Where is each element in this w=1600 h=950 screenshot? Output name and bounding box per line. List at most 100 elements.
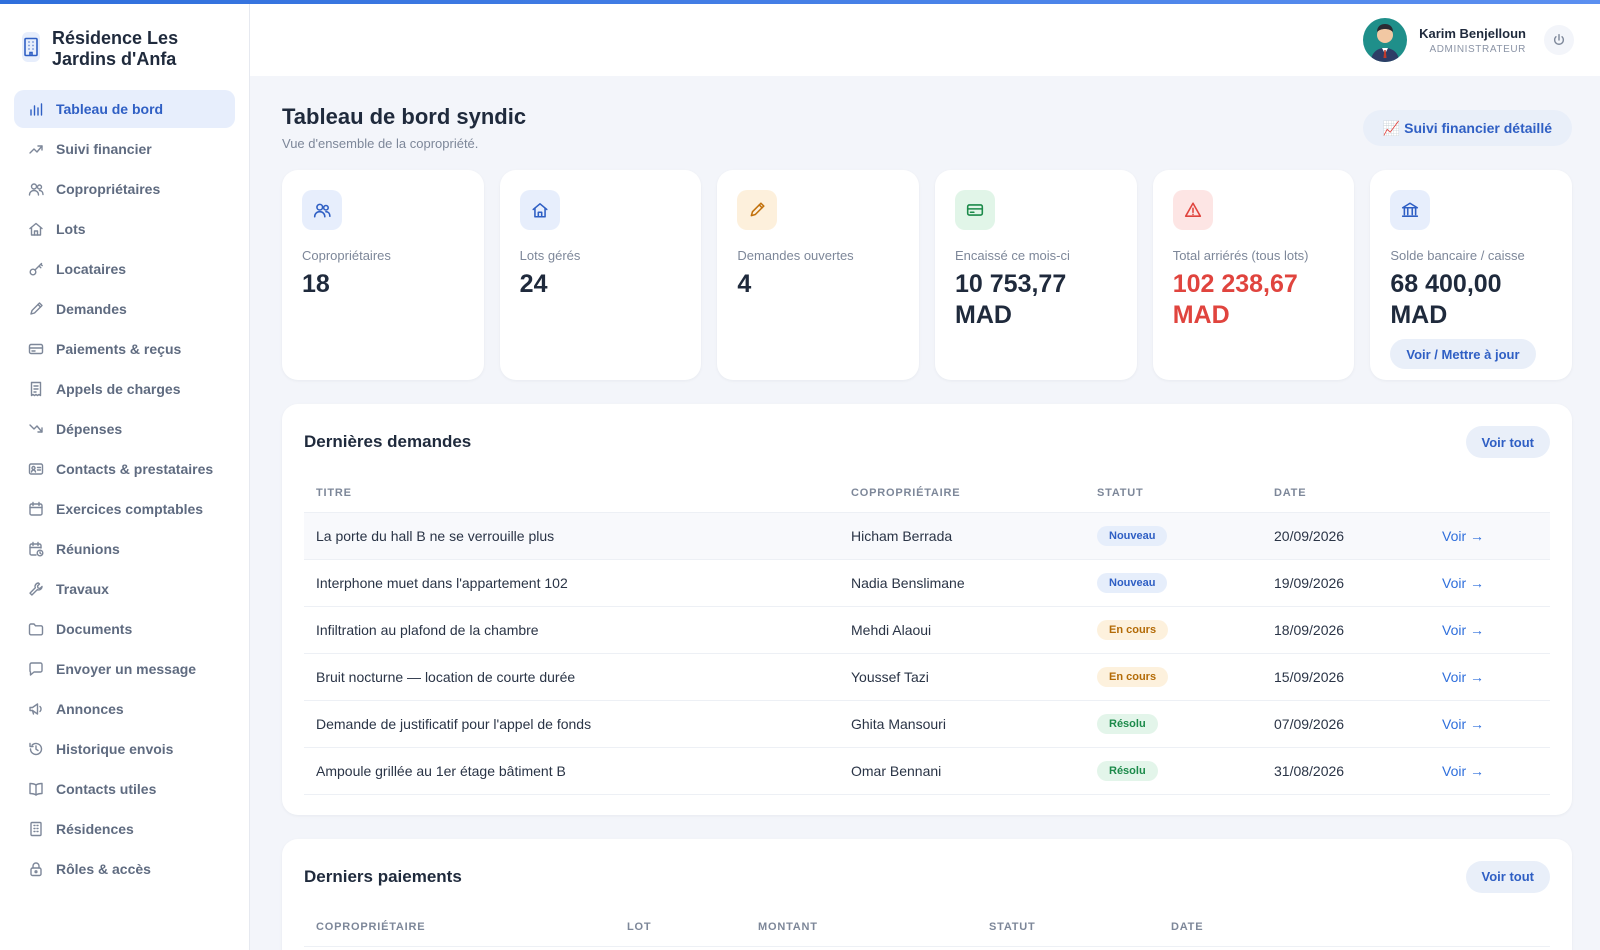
view-request-link[interactable]: Voir → xyxy=(1442,527,1485,544)
sidebar-item-building[interactable]: Résidences xyxy=(14,810,235,848)
request-title: Interphone muet dans l'appartement 102 xyxy=(304,559,839,607)
top-header: Karim Benjelloun ADMINISTRATEUR xyxy=(250,4,1600,76)
sidebar-item-calendar-clock[interactable]: Réunions xyxy=(14,530,235,568)
credit-card-icon xyxy=(966,204,984,216)
book-icon xyxy=(29,782,43,796)
building-icon xyxy=(30,821,42,837)
stat-value: 10 753,77 MAD xyxy=(955,270,1067,329)
user-menu[interactable]: Karim Benjelloun ADMINISTRATEUR xyxy=(1363,18,1574,62)
stats-row: Copropriétaires 18 Lots gérés 24 Demandes ou… xyxy=(282,170,1573,380)
sidebar-item-folder[interactable]: Documents xyxy=(14,610,235,648)
receipt-icon xyxy=(30,381,42,397)
page-title: Tableau de bord syndic xyxy=(282,104,527,129)
logout-button[interactable] xyxy=(1544,25,1574,55)
sidebar-item-home[interactable]: Lots xyxy=(14,210,235,248)
sidebar-item-users[interactable]: Copropriétaires xyxy=(14,170,235,208)
sidebar-item-receipt[interactable]: Appels de charges xyxy=(14,370,235,408)
credit-card-icon xyxy=(28,343,44,355)
view-request-link[interactable]: Voir → xyxy=(1442,574,1485,591)
request-date: 20/09/2026 xyxy=(1262,512,1430,560)
sidebar-item-label: Travaux xyxy=(56,581,109,597)
users-icon xyxy=(313,203,331,218)
sidebar-item-lock[interactable]: Rôles & accès xyxy=(14,850,235,888)
update-balance-button[interactable]: Voir / Mettre à jour xyxy=(1390,339,1536,369)
requests-table: TITRE COPROPRIÉTAIRE STATUT DATE La port… xyxy=(304,474,1550,795)
sidebar-item-trending-down[interactable]: Dépenses xyxy=(14,410,235,448)
sidebar-item-megaphone[interactable]: Annonces xyxy=(14,690,235,728)
home-icon xyxy=(29,222,43,236)
status-badge: Nouveau xyxy=(1097,525,1168,546)
sidebar-item-history[interactable]: Historique envois xyxy=(14,730,235,768)
view-request-link[interactable]: Voir → xyxy=(1442,762,1485,779)
sidebar-item-label: Historique envois xyxy=(56,741,174,757)
user-role: ADMINISTRATEUR xyxy=(1429,43,1526,55)
sidebar-item-wrench[interactable]: Travaux xyxy=(14,570,235,608)
sidebar-item-pencil[interactable]: Demandes xyxy=(14,290,235,328)
status-badge: Résolu xyxy=(1097,760,1158,781)
stat-label: Lots gérés xyxy=(519,248,581,263)
request-owner: Nadia Benslimane xyxy=(839,559,1085,607)
stat-card: Encaissé ce mois-ci 10 753,77 MAD xyxy=(935,170,1137,380)
see-all-requests-button[interactable]: Voir tout xyxy=(1465,426,1550,458)
sidebar-item-book[interactable]: Contacts utiles xyxy=(14,770,235,808)
view-request-link[interactable]: Voir → xyxy=(1442,668,1485,685)
stat-icon-box xyxy=(302,190,342,230)
bar-chart-icon xyxy=(30,103,43,116)
stat-value: 102 238,67 MAD xyxy=(1172,270,1298,329)
request-title: Demande de justificatif pour l'appel de … xyxy=(304,700,839,748)
stat-label: Encaissé ce mois-ci xyxy=(955,248,1070,263)
request-date: 19/09/2026 xyxy=(1262,559,1430,607)
sidebar-item-label: Dépenses xyxy=(56,421,123,437)
column-header: DATE xyxy=(1159,908,1550,947)
sidebar-item-trending-up[interactable]: Suivi financier xyxy=(14,130,235,168)
sidebar-item-id-card[interactable]: Contacts & prestataires xyxy=(14,450,235,488)
stat-value: 24 xyxy=(519,270,548,298)
sidebar-item-label: Rôles & accès xyxy=(56,861,151,877)
pencil-icon xyxy=(750,202,765,217)
brand-name: Résidence Les Jardins d'Anfa xyxy=(52,28,179,69)
see-all-payments-button[interactable]: Voir tout xyxy=(1465,860,1550,893)
stat-value: 68 400,00 MAD xyxy=(1390,270,1502,329)
stat-icon-box xyxy=(1172,190,1213,230)
request-title: La porte du hall B ne se verrouille plus xyxy=(304,512,839,560)
page-subtitle: Vue d'ensemble de la copropriété. xyxy=(282,136,479,151)
latest-requests-card: Dernières demandes Voir tout TITRE COPRO… xyxy=(282,404,1572,815)
view-request-link[interactable]: Voir → xyxy=(1442,715,1485,732)
view-request-link[interactable]: Voir → xyxy=(1442,621,1485,638)
sidebar-item-key[interactable]: Locataires xyxy=(14,250,235,288)
column-header: TITRE xyxy=(304,474,839,513)
main-content: Tableau de bord syndic Vue d'ensemble de… xyxy=(282,76,1573,950)
request-owner: Ghita Mansouri xyxy=(839,700,1085,748)
calendar-icon xyxy=(29,501,43,516)
brand[interactable]: Résidence Les Jardins d'Anfa xyxy=(0,4,249,90)
request-title: Ampoule grillée au 1er étage bâtiment B xyxy=(304,747,839,795)
request-date: 18/09/2026 xyxy=(1262,606,1430,654)
financial-tracking-button[interactable]: 📈 Suivi financier détaillé xyxy=(1362,110,1572,146)
sidebar-item-credit-card[interactable]: Paiements & reçus xyxy=(14,330,235,368)
sidebar-item-calendar[interactable]: Exercices comptables xyxy=(14,490,235,528)
status-badge: Nouveau xyxy=(1097,572,1168,593)
column-header: COPROPRIÉTAIRE xyxy=(304,908,615,947)
sidebar-item-message[interactable]: Envoyer un message xyxy=(14,650,235,688)
request-owner: Youssef Tazi xyxy=(839,653,1085,701)
request-date: 07/09/2026 xyxy=(1262,700,1430,748)
table-row: Demande de justificatif pour l'appel de … xyxy=(304,700,1550,748)
sidebar-item-label: Locataires xyxy=(56,261,127,277)
avatar[interactable] xyxy=(1363,18,1408,62)
calendar-clock-icon xyxy=(29,541,44,557)
status-badge: En cours xyxy=(1097,619,1169,640)
key-icon xyxy=(29,262,43,276)
stat-card: Total arriérés (tous lots) 102 238,67 MAD xyxy=(1152,170,1355,380)
stat-label: Solde bancaire / caisse xyxy=(1390,248,1525,263)
column-header-actions xyxy=(1430,474,1550,513)
request-date: 15/09/2026 xyxy=(1262,653,1430,701)
sidebar-item-label: Tableau de bord xyxy=(56,101,164,117)
request-owner: Omar Bennani xyxy=(839,747,1085,795)
request-owner: Mehdi Alaoui xyxy=(839,606,1085,654)
column-header: LOT xyxy=(615,908,746,947)
users-icon xyxy=(28,183,44,196)
table-row: Infiltration au plafond de la chambre Meh… xyxy=(304,606,1550,654)
sidebar-item-label: Paiements & reçus xyxy=(56,341,182,357)
sidebar-item-bar-chart[interactable]: Tableau de bord xyxy=(14,90,235,128)
sidebar-item-label: Demandes xyxy=(56,301,127,317)
